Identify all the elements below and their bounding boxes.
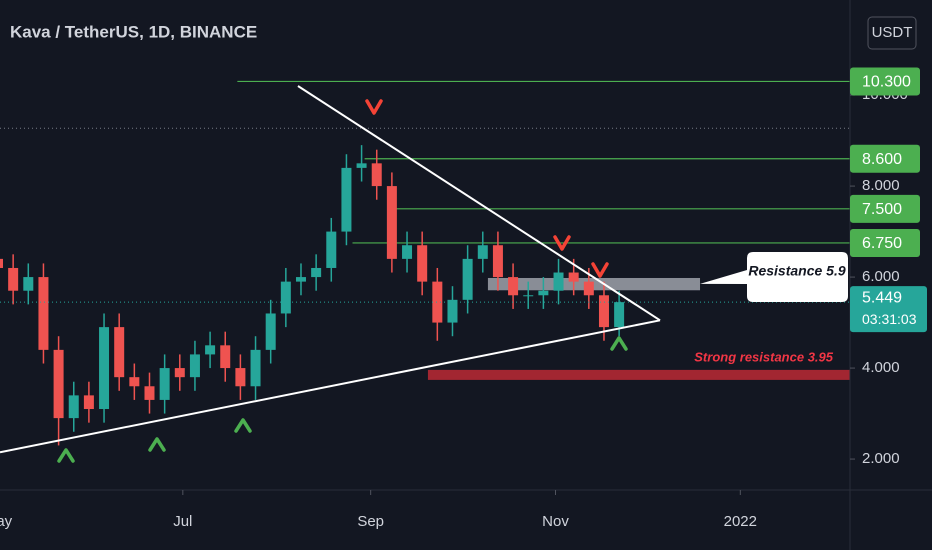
- candle-body: [0, 258, 4, 268]
- zone: [487, 277, 701, 291]
- level-price-label: 10.300: [862, 74, 911, 91]
- candle-body: [356, 163, 367, 168]
- candle-body: [38, 277, 49, 350]
- candle-body: [371, 163, 382, 187]
- candle-body: [174, 368, 185, 378]
- plot-area: [0, 80, 850, 454]
- candle-body: [220, 345, 231, 369]
- candle-body: [341, 167, 352, 232]
- level-price-label: 8.600: [862, 151, 902, 168]
- candle-body: [68, 395, 79, 419]
- candle-body: [205, 345, 216, 355]
- candle-body: [583, 281, 594, 296]
- candle-body: [99, 327, 110, 410]
- candle-body: [508, 277, 519, 296]
- x-tick-label: 2022: [724, 513, 757, 530]
- candle-body: [432, 281, 443, 323]
- candle-body: [23, 277, 34, 291]
- y-tick-label: 6.000: [862, 268, 900, 285]
- candle-body: [568, 272, 579, 282]
- candle-body: [265, 313, 276, 350]
- candle-body: [8, 267, 19, 291]
- x-tick-label: May: [0, 513, 13, 530]
- zone-label: Resistance 5.9: [748, 263, 845, 279]
- up-arrow: [57, 448, 75, 463]
- x-tick-label: Jul: [173, 513, 192, 530]
- y-tick-label: 2.000: [862, 450, 900, 467]
- countdown-label: 03:31:03: [862, 311, 917, 327]
- up-arrow: [234, 418, 252, 433]
- arrows: [57, 99, 628, 463]
- candle-body: [492, 245, 503, 278]
- chart-title: Kava / TetherUS, 1D, BINANCE: [10, 22, 257, 41]
- level-price-label: 6.750: [862, 235, 902, 252]
- callout-box: [700, 252, 848, 302]
- level-price-box: [850, 67, 920, 96]
- candle-body: [235, 368, 246, 387]
- candle-body: [447, 299, 458, 323]
- level-price-box: [850, 228, 920, 257]
- axes: 2.0004.0006.0008.00010.000MayJulSepNov20…: [0, 86, 908, 530]
- candle-body: [462, 258, 473, 300]
- y-tick-label: 8.000: [862, 177, 900, 194]
- down-arrow: [553, 235, 571, 251]
- down-arrow: [591, 262, 609, 278]
- candle-body: [129, 377, 140, 387]
- candle-body: [295, 277, 306, 282]
- trendline: [297, 85, 661, 322]
- down-arrow: [365, 99, 383, 115]
- candle-body: [114, 327, 125, 378]
- candle-body: [83, 395, 94, 410]
- trendline: [0, 319, 661, 454]
- candle-body: [614, 302, 625, 328]
- candle-body: [417, 245, 428, 282]
- candle-body: [250, 349, 261, 387]
- up-arrow: [610, 336, 628, 351]
- x-tick-label: Nov: [542, 513, 569, 530]
- candle-body: [189, 354, 200, 378]
- candle-body: [280, 281, 291, 314]
- zone-label: Strong resistance 3.95: [694, 349, 833, 364]
- current-price-label: 5.449: [862, 289, 902, 306]
- zone: [427, 369, 850, 380]
- candle-body: [144, 386, 155, 400]
- candle-body: [538, 290, 549, 296]
- candle-body: [402, 245, 413, 259]
- current-price-box: [850, 286, 927, 333]
- candle-body: [53, 349, 64, 419]
- currency-label[interactable]: USDT: [872, 24, 913, 41]
- level-price-label: 7.500: [862, 201, 902, 218]
- candle-body: [159, 368, 170, 400]
- candle-body: [311, 267, 322, 278]
- up-arrow: [148, 437, 166, 452]
- candle-body: [386, 186, 397, 259]
- candle-body: [477, 245, 488, 259]
- x-tick-label: Sep: [357, 513, 384, 530]
- candle-body: [523, 295, 534, 297]
- level-price-box: [850, 194, 920, 223]
- candle-body: [553, 272, 564, 291]
- level-price-box: [850, 144, 920, 173]
- y-tick-label: 4.000: [862, 359, 900, 376]
- currency-button[interactable]: [867, 16, 917, 50]
- candle-body: [598, 295, 609, 328]
- candle-body: [326, 231, 337, 268]
